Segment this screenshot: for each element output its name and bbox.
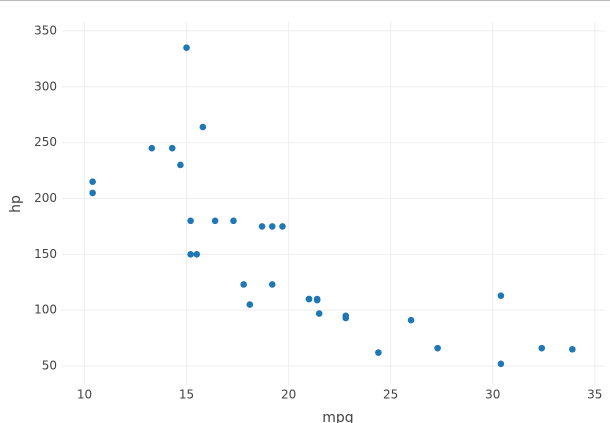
point <box>177 161 184 169</box>
point <box>89 189 96 197</box>
point <box>183 44 190 51</box>
x-tick-label: 35 <box>587 388 602 402</box>
point <box>569 345 576 353</box>
point <box>240 281 247 288</box>
point <box>268 223 276 230</box>
point <box>211 217 219 225</box>
point <box>148 144 156 152</box>
point <box>407 316 415 324</box>
point <box>305 295 313 303</box>
point <box>538 344 546 352</box>
point <box>89 178 96 186</box>
point <box>199 123 207 131</box>
y-axis-title: hp <box>8 195 24 213</box>
x-axis-title: mpg <box>322 410 353 423</box>
point <box>268 281 276 288</box>
point <box>434 344 441 352</box>
y-tick-label: 150 <box>34 247 57 261</box>
point <box>168 144 176 152</box>
point <box>497 360 505 368</box>
y-tick-label: 300 <box>34 79 57 93</box>
y-tick-label: 50 <box>42 359 57 373</box>
point <box>497 292 505 299</box>
x-tick-label: 25 <box>383 388 398 402</box>
point <box>342 312 350 320</box>
point <box>246 301 254 308</box>
x-tick-label: 30 <box>485 388 500 402</box>
y-tick-label: 250 <box>34 135 57 149</box>
point <box>279 223 286 230</box>
x-tick-label: 20 <box>281 388 296 402</box>
point <box>313 296 321 304</box>
y-tick-label: 200 <box>34 191 57 205</box>
point <box>230 217 237 225</box>
point <box>187 217 194 225</box>
point <box>258 223 266 230</box>
point <box>375 349 382 356</box>
x-tick-label: 15 <box>179 388 194 402</box>
point <box>187 251 194 258</box>
point <box>193 251 201 258</box>
y-tick-label: 350 <box>34 23 57 37</box>
y-tick-label: 100 <box>34 303 57 317</box>
point <box>315 310 323 317</box>
x-tick-label: 10 <box>77 388 92 402</box>
